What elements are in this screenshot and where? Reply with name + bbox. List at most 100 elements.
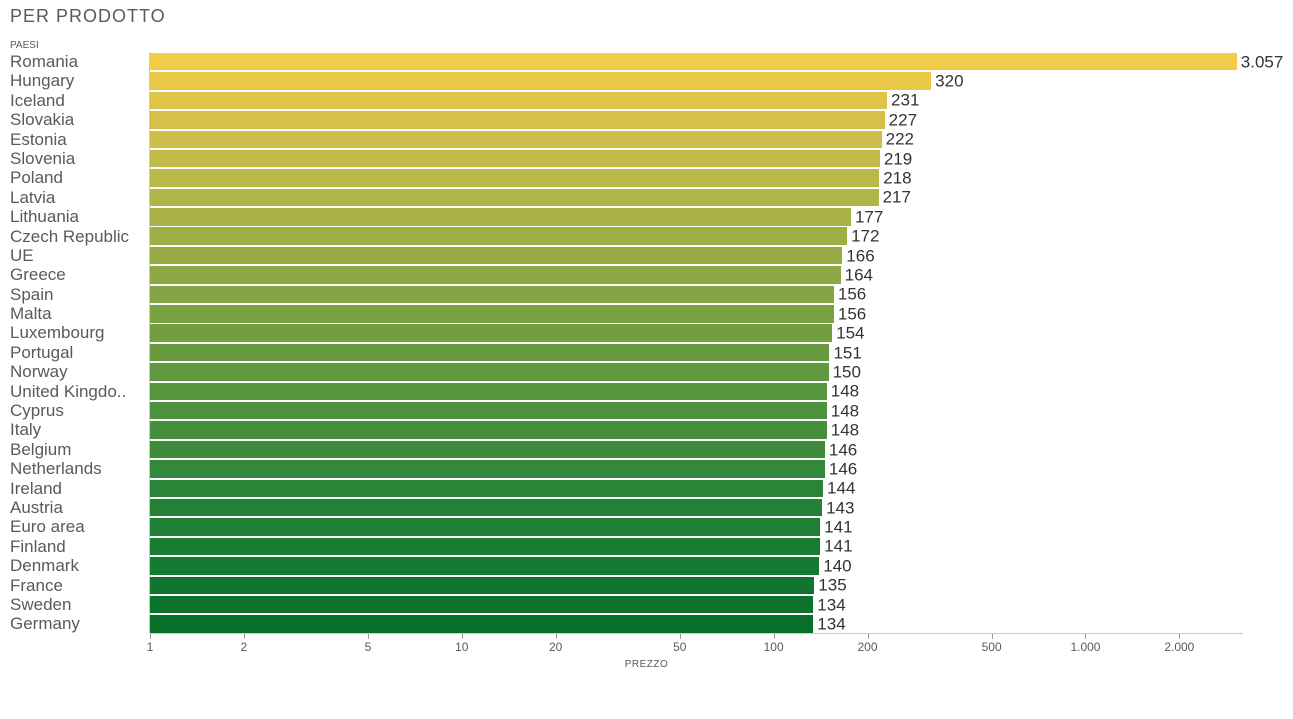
bar-row: Slovakia227 [10,110,1283,129]
bar [150,247,842,264]
bar-value: 172 [851,226,879,247]
bar-value: 156 [838,284,866,305]
bar-value: 150 [833,361,861,382]
row-label: Spain [10,285,145,304]
bar-wrap: 143 [150,499,1243,516]
bar [150,169,879,186]
bar [150,189,879,206]
bar-value: 148 [831,420,859,441]
bar [150,538,820,555]
bar-value: 140 [823,555,851,576]
bar [150,305,834,322]
row-label: Norway [10,362,145,381]
bar-row: UE166 [10,246,1283,265]
row-label: Ireland [10,479,145,498]
row-label: Netherlands [10,459,145,478]
bar-wrap: 150 [150,363,1243,380]
x-tick-label: 5 [365,640,372,654]
bar-wrap: 154 [150,324,1243,341]
bar-wrap: 218 [150,169,1243,186]
bar-wrap: 231 [150,92,1243,109]
bar-wrap: 148 [150,383,1243,400]
bar-row: Sweden134 [10,595,1283,614]
y-axis-label: PAESI [10,40,39,51]
row-label: France [10,576,145,595]
x-tick-label: 50 [673,640,686,654]
bar-value: 141 [824,517,852,538]
row-label: Slovenia [10,149,145,168]
row-label: UE [10,246,145,265]
row-label: United Kingdo.. [10,382,145,401]
bar-wrap: 135 [150,577,1243,594]
x-tick-mark [1085,634,1086,639]
bar-row: Austria143 [10,498,1283,517]
bar [150,363,829,380]
bar-value: 134 [817,614,845,635]
bar [150,441,825,458]
bar [150,131,882,148]
bar [150,460,825,477]
bar-value: 156 [838,303,866,324]
bar-row: Italy148 [10,420,1283,439]
row-label: Malta [10,304,145,323]
bar-row: Cyprus 148 [10,401,1283,420]
x-tick-mark [1179,634,1180,639]
bar [150,72,931,89]
row-label: Hungary [10,71,145,90]
bar [150,402,827,419]
row-label: Lithuania [10,207,145,226]
x-tick-label: 10 [455,640,468,654]
x-tick-mark [774,634,775,639]
bar-wrap: 146 [150,460,1243,477]
row-label: Luxembourg [10,323,145,342]
bar-row: Czech Republic 172 [10,227,1283,246]
plot-area: Romania3.057Hungary320Iceland231Slovakia… [10,52,1283,672]
row-label: Cyprus [10,401,145,420]
bar-wrap: 134 [150,596,1243,613]
x-tick-label: 1.000 [1070,640,1100,654]
row-label: Germany [10,614,145,633]
bar-value: 151 [833,342,861,363]
row-label: Euro area [10,517,145,536]
bar-wrap: 148 [150,402,1243,419]
bar-wrap: 227 [150,111,1243,128]
bar-value: 164 [845,264,873,285]
x-tick-mark [150,634,151,639]
x-tick-mark [462,634,463,639]
x-tick-label: 2.000 [1164,640,1194,654]
bar-value: 146 [829,458,857,479]
bar-wrap: 141 [150,538,1243,555]
bar-row: Ireland144 [10,479,1283,498]
bar [150,596,813,613]
bar [150,227,847,244]
x-tick-label: 2 [241,640,248,654]
bar-row: Romania3.057 [10,52,1283,71]
row-label: Denmark [10,556,145,575]
x-tick-label: 100 [764,640,784,654]
bar [150,53,1237,70]
bar [150,150,880,167]
bar-row: Latvia217 [10,188,1283,207]
bar [150,421,827,438]
bar-row: Iceland231 [10,91,1283,110]
bar [150,266,841,283]
bar-wrap: 146 [150,441,1243,458]
bar [150,92,887,109]
x-tick-mark [368,634,369,639]
x-axis: 1251020501002005001.0002.000 [150,633,1243,658]
x-tick-mark [680,634,681,639]
bar-row: Lithuania 177 [10,207,1283,226]
x-tick-label: 20 [549,640,562,654]
bar-value: 143 [826,497,854,518]
bar-wrap: 134 [150,615,1243,632]
bar-wrap: 140 [150,557,1243,574]
bar-wrap: 219 [150,150,1243,167]
bar-wrap: 222 [150,131,1243,148]
x-tick-mark [868,634,869,639]
bar [150,480,823,497]
bar-wrap: 164 [150,266,1243,283]
bar [150,499,822,516]
row-label: Czech Republic [10,227,145,246]
bar-wrap: 177 [150,208,1243,225]
bar-row: Finland141 [10,537,1283,556]
